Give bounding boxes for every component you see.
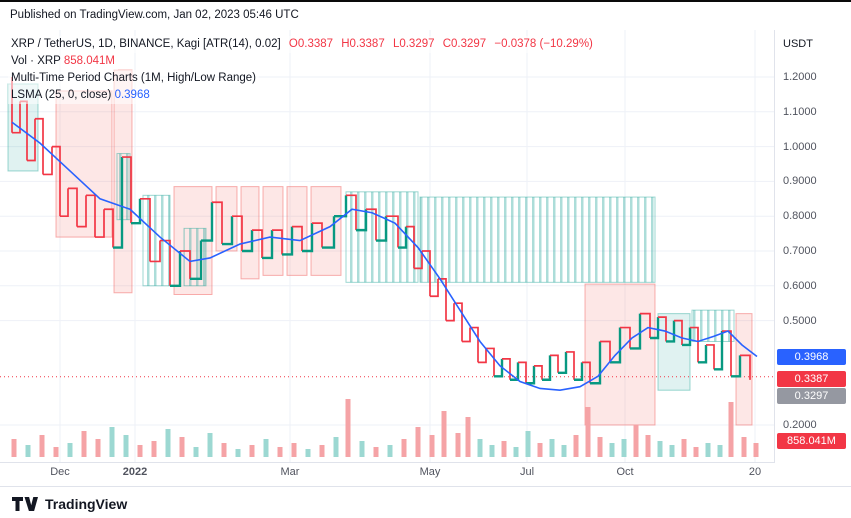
low-value: L0.3297 xyxy=(392,38,435,50)
ohlc-values: O0.3387 H0.3387 L0.3297 C0.3297 −0.0378 … xyxy=(284,38,593,50)
kagi-chart-canvas[interactable] xyxy=(0,30,775,462)
price-tick: 0.9000 xyxy=(783,175,817,188)
price-tick: 0.5000 xyxy=(783,314,817,327)
high-value: H0.3387 xyxy=(341,38,385,50)
lsma-value: 0.3968 xyxy=(114,89,150,101)
volume-value: 858.041M xyxy=(63,55,116,67)
price-tick: 0.8000 xyxy=(783,210,817,223)
time-label: 20 xyxy=(748,466,762,478)
mtp-indicator-title: Multi-Time Period Charts (1M, High/Low R… xyxy=(11,72,256,84)
price-tick: 0.7000 xyxy=(783,245,817,257)
chart-legend: XRP / TetherUS, 1D, BINANCE, Kagi [ATR(1… xyxy=(8,36,596,104)
price-tick: 1.2000 xyxy=(783,71,817,83)
time-label: Jul xyxy=(519,466,535,478)
price-scale-unit: USDT xyxy=(783,38,813,50)
price-tick: 1.0000 xyxy=(783,140,817,153)
lsma-indicator-title: LSMA (25, 0, close) xyxy=(11,89,112,101)
time-label: Mar xyxy=(280,466,300,478)
price-tick: 1.1000 xyxy=(783,105,817,118)
symbol-legend-row[interactable]: XRP / TetherUS, 1D, BINANCE, Kagi [ATR(1… xyxy=(8,36,596,53)
price-badge: 0.3387 xyxy=(777,370,846,387)
price-badge: 0.3968 xyxy=(777,348,846,365)
mtp-legend-row[interactable]: Multi-Time Period Charts (1M, High/Low R… xyxy=(8,70,259,87)
price-tick: 0.2000 xyxy=(783,419,817,431)
time-label: Oct xyxy=(616,466,634,478)
published-text: Published on TradingView.com, Jan 02, 20… xyxy=(10,9,299,21)
tradingview-brand-link[interactable]: TradingView xyxy=(45,496,128,512)
price-badge: 858.041M xyxy=(777,433,846,449)
chart-area[interactable]: XRP / TetherUS, 1D, BINANCE, Kagi [ATR(1… xyxy=(0,30,775,482)
price-scale[interactable]: USDT 1.2000 1.1000 1.0000 0.9000 0.8000 0.700… xyxy=(774,30,851,462)
footer-bar: TradingView xyxy=(0,486,851,518)
published-bar: Published on TradingView.com, Jan 02, 20… xyxy=(0,2,851,30)
time-axis[interactable]: Dec 2022 Mar May Jul Oct 20 xyxy=(0,462,775,483)
time-label: May xyxy=(419,466,441,478)
open-value: O0.3387 xyxy=(288,38,334,50)
tradingview-logo-icon xyxy=(12,497,38,511)
change-value: −0.0378 (−10.29%) xyxy=(494,38,593,50)
symbol-title[interactable]: XRP / TetherUS, 1D, BINANCE, Kagi [ATR(1… xyxy=(11,38,281,50)
volume-label: Vol · XRP xyxy=(11,55,61,67)
time-label: Dec xyxy=(50,466,70,478)
close-value: C0.3297 xyxy=(442,38,487,50)
lsma-legend-row[interactable]: LSMA (25, 0, close) 0.3968 xyxy=(8,87,153,104)
price-badge: 0.3297 xyxy=(777,387,846,404)
volume-legend-row[interactable]: Vol · XRP 858.041M xyxy=(8,53,119,70)
price-tick: 0.6000 xyxy=(783,279,817,292)
time-label: 2022 xyxy=(122,466,148,478)
